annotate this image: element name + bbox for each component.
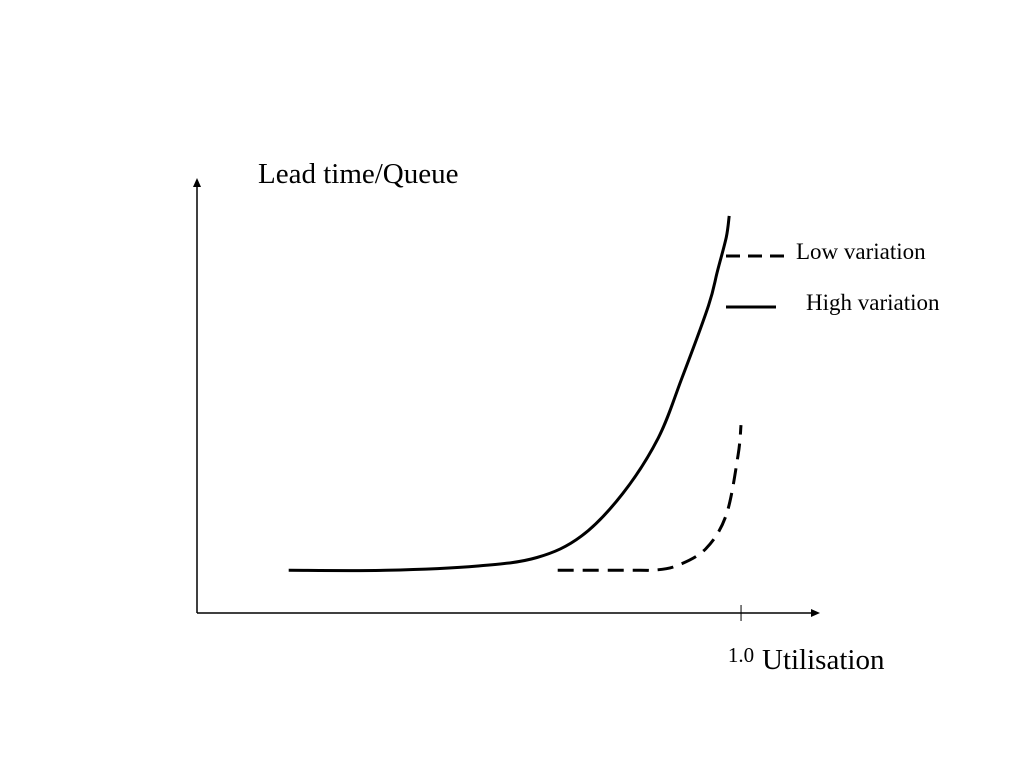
series-line-low-variation [557,424,743,573]
x-ticks: 1.0 [728,605,754,667]
x-tick-label: 1.0 [728,643,754,667]
x-axis-label: Utilisation [762,644,885,676]
series-line-high-variation [288,215,731,573]
legend: Low variation High variation [726,239,940,315]
y-axis-arrow [193,178,201,187]
y-axis-label: Lead time/Queue [258,158,459,190]
axes [193,178,820,617]
legend-label: High variation [806,290,940,315]
legend-label: Low variation [796,239,926,264]
series-group [288,215,743,573]
x-axis-arrow [811,609,820,617]
